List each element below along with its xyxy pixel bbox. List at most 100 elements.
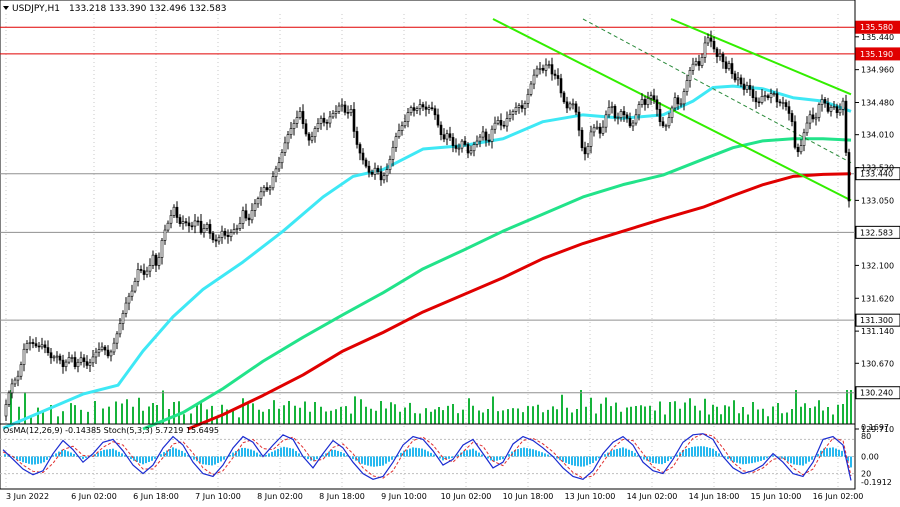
candle-body [199, 220, 203, 233]
osma-bar [358, 456, 360, 463]
osma-bar [526, 448, 528, 457]
osma-bar [580, 456, 582, 467]
osma-bar [472, 448, 474, 457]
osma-bar [7, 455, 9, 457]
osma-bar [520, 448, 522, 457]
candle-body [574, 103, 578, 113]
symbol-timeframe: USDJPY,H1 [12, 4, 60, 14]
candle-body [778, 101, 782, 104]
osma-bar [697, 446, 699, 457]
candle-body [256, 198, 260, 205]
osma-bar [532, 449, 534, 457]
osma-bar [55, 453, 57, 457]
candle-body [103, 346, 107, 351]
candle-body [562, 92, 566, 103]
candle-body [838, 109, 842, 114]
osma-bar [799, 456, 801, 466]
osma-bar [676, 454, 678, 457]
osma-bar [412, 447, 414, 457]
candle-body [346, 112, 350, 114]
candle-body [631, 122, 635, 127]
candle-body [139, 269, 143, 271]
osma-bar [694, 446, 696, 457]
level-label-box [855, 386, 900, 400]
osma-bar [547, 454, 549, 457]
candle-body [841, 100, 845, 110]
moving-averages [2, 84, 852, 431]
candle-body [835, 106, 839, 114]
osma-bar [724, 456, 726, 458]
candle-body [451, 137, 455, 146]
candle-body [127, 295, 131, 304]
osma-bar [46, 456, 48, 460]
candle-body [376, 167, 380, 172]
candle-body [556, 75, 560, 79]
osma-bar [802, 456, 804, 466]
osma-bar [466, 450, 468, 457]
candle-body [826, 102, 830, 112]
candle-body [805, 122, 809, 134]
candle-body [160, 240, 164, 258]
osma-bar [223, 456, 225, 460]
oscillator-tick-label: -0.1912 [861, 478, 892, 487]
candle-body [37, 345, 41, 348]
time-tick-label: 14 Jun 02:00 [627, 492, 678, 501]
ohlc-values: 133.218 133.390 132.496 132.583 [69, 4, 226, 14]
candle-body [616, 117, 620, 119]
time-tick-label: 13 Jun 10:00 [565, 492, 616, 501]
osma-bar [133, 456, 135, 461]
osma-bar [397, 455, 399, 457]
candle-body [274, 168, 278, 178]
osma-bar [766, 456, 768, 459]
osma-bar [181, 450, 183, 457]
osma-bar [850, 456, 852, 468]
candle-body [487, 139, 491, 142]
candle-body [136, 269, 140, 282]
osma-bar [637, 455, 639, 457]
candle-body [571, 103, 575, 106]
osma-bar [829, 447, 831, 457]
osma-bar [97, 452, 99, 457]
osma-bar [817, 453, 819, 457]
candle-body [154, 254, 158, 266]
candle-body [409, 107, 413, 113]
candle-body [145, 270, 149, 275]
candle-body [829, 106, 833, 112]
osma-bar [178, 449, 180, 457]
candle-body [187, 222, 191, 227]
candle-body [217, 237, 221, 242]
candle-body [106, 349, 110, 357]
osma-bar [574, 456, 576, 466]
osma-bar [190, 456, 192, 458]
osma-bar [319, 456, 321, 458]
candle-body [157, 257, 161, 266]
candle-body [490, 128, 494, 142]
symbol-dropdown-icon[interactable] [3, 6, 9, 10]
osma-bar [301, 455, 303, 457]
candle-body [589, 131, 593, 147]
candle-body [112, 342, 116, 353]
osma-bar [451, 456, 453, 459]
candle-body [514, 106, 518, 112]
osma-bar [529, 448, 531, 457]
candle-body [391, 147, 395, 160]
osma-bar [565, 456, 567, 463]
candle-body [736, 77, 740, 81]
osma-bar [250, 449, 252, 457]
osma-bar [163, 452, 165, 457]
candle-body [637, 104, 641, 116]
candle-body [748, 85, 752, 90]
candle-body [499, 120, 503, 126]
osma-bar [598, 456, 600, 459]
candle-body [97, 349, 101, 353]
candle-body [172, 206, 176, 216]
candle-body [649, 95, 653, 99]
osma-bar [232, 452, 234, 457]
osma-bar [448, 456, 450, 459]
osma-bar [130, 456, 132, 460]
osma-bar [745, 456, 747, 464]
candle-body [34, 343, 38, 347]
candle-body [697, 61, 701, 66]
osma-bar [652, 456, 654, 463]
